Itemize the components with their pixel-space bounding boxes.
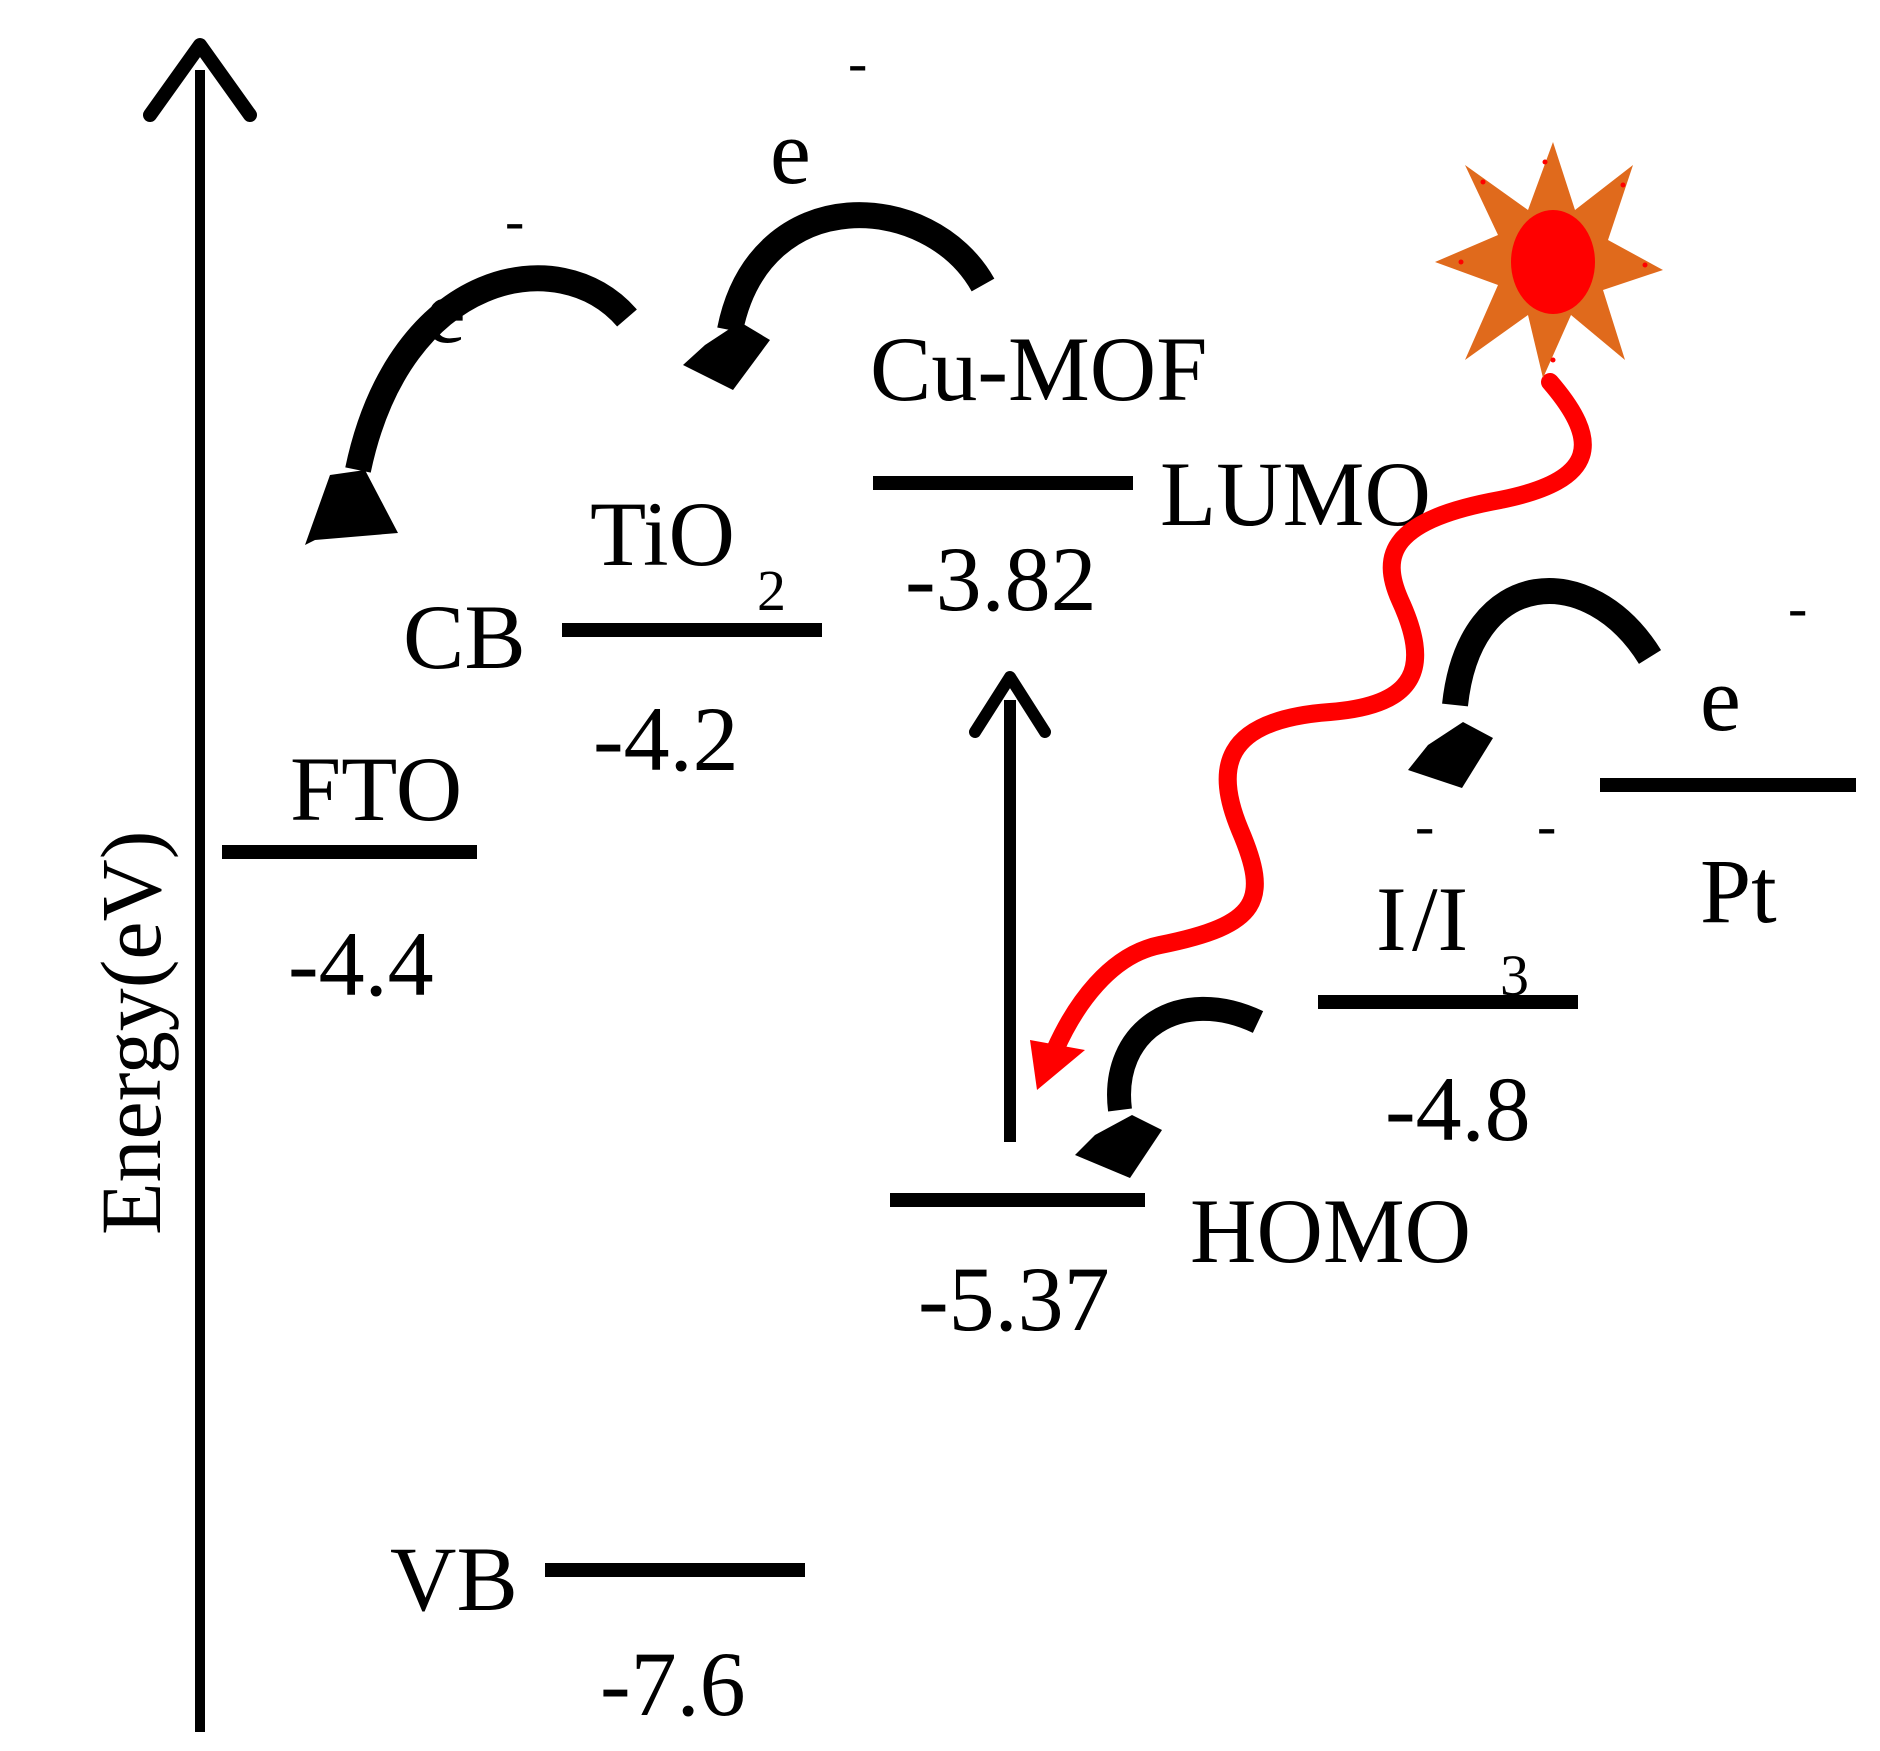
axis-label: Energy(eV) (83, 831, 179, 1235)
tio2-label: TiO (590, 483, 735, 585)
homo-value: -5.37 (918, 1248, 1110, 1350)
redox-sup1: - (1415, 793, 1434, 858)
light-absorption-path (1030, 373, 1592, 1090)
vb-label: VB (390, 1528, 518, 1630)
redox-label-part2: /I (1412, 868, 1468, 970)
electron-label-2: e (770, 101, 811, 203)
redox-value: -4.8 (1385, 1058, 1531, 1160)
fto-value: -4.4 (288, 913, 434, 1015)
fto-label: FTO (290, 738, 462, 840)
electron-arrow-pt-to-redox (1408, 578, 1662, 788)
cb-value: -4.2 (593, 688, 739, 790)
lumo-label: LUMO (1160, 443, 1431, 545)
pt-label: Pt (1700, 840, 1777, 942)
energy-axis (143, 38, 257, 1732)
electron-charge-2: - (848, 30, 867, 95)
redox-sup2: - (1537, 793, 1556, 858)
cumof-label: Cu-MOF (870, 318, 1207, 420)
redox-label-part1: I (1376, 868, 1407, 970)
vb-value: -7.6 (600, 1633, 746, 1735)
tio2-subscript: 2 (757, 558, 786, 623)
electron-arrow-tio2-to-fto (305, 265, 637, 545)
electron-arrow-mof-to-tio2 (683, 202, 995, 390)
electron-arrow-redox-to-homo (1075, 996, 1264, 1178)
lumo-value: -3.82 (905, 528, 1097, 630)
redox-subscript: 3 (1500, 943, 1529, 1008)
homo-label: HOMO (1190, 1180, 1471, 1282)
sun-icon (1435, 142, 1663, 378)
electron-label-1: e (425, 260, 466, 362)
cb-label: CB (403, 586, 526, 688)
electron-charge-3: - (1788, 575, 1807, 640)
electron-label-3: e (1700, 648, 1741, 750)
electron-charge-1: - (505, 188, 524, 253)
excitation-arrow (969, 671, 1051, 1142)
